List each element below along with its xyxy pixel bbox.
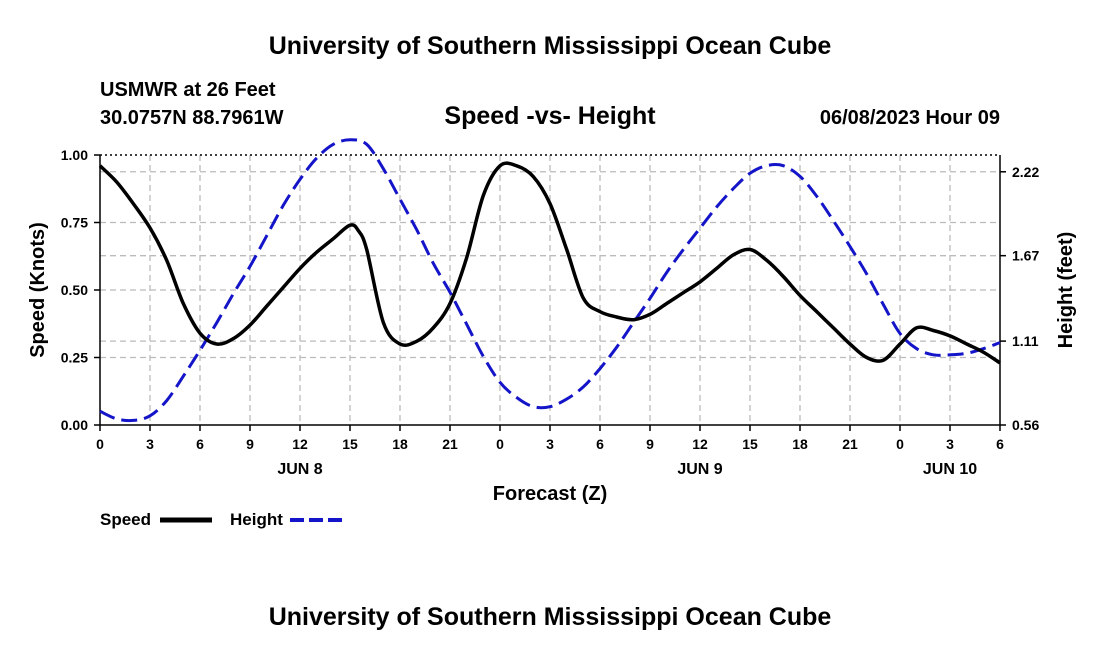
x-tick-label: 0 bbox=[496, 436, 504, 452]
series-group bbox=[98, 138, 1001, 423]
y-left-tick-label: 0.00 bbox=[61, 417, 88, 433]
grid-lines bbox=[100, 155, 1000, 425]
y-left-tick-label: 0.50 bbox=[61, 282, 88, 298]
x-tick-label: 12 bbox=[692, 436, 708, 452]
day-label: JUN 8 bbox=[277, 461, 322, 478]
x-tick-label: 12 bbox=[292, 436, 308, 452]
footer-title: University of Southern Mississippi Ocean… bbox=[269, 603, 832, 631]
y-left-axis-label: Speed (Knots) bbox=[27, 222, 49, 358]
coordinates-label: 30.0757N 88.7961W bbox=[100, 107, 284, 129]
y-left-ticks: 0.00 0.25 0.50 0.75 1.00 bbox=[61, 147, 100, 433]
y-right-tick-label: 0.56 bbox=[1012, 417, 1039, 433]
x-tick-label: 21 bbox=[842, 436, 858, 452]
y-right-tick-label: 1.11 bbox=[1012, 333, 1039, 349]
y-right-axis-label: Height (feet) bbox=[1055, 232, 1077, 349]
height-series-line bbox=[99, 138, 1001, 423]
x-tick-label: 18 bbox=[392, 436, 408, 452]
x-tick-label: 15 bbox=[342, 436, 358, 452]
legend-speed-label: Speed bbox=[100, 510, 151, 529]
station-label: USMWR at 26 Feet bbox=[100, 79, 276, 101]
x-tick-label: 0 bbox=[96, 436, 104, 452]
y-left-tick-label: 1.00 bbox=[61, 147, 88, 163]
y-left-tick-label: 0.75 bbox=[61, 215, 88, 231]
page-title: University of Southern Mississippi Ocean… bbox=[269, 32, 832, 60]
x-tick-label: 3 bbox=[546, 436, 554, 452]
y-right-ticks: 0.56 1.11 1.67 2.22 bbox=[1000, 164, 1039, 433]
x-ticks: 0 3 6 9 12 15 18 21 0 3 6 9 12 15 18 21 0 3 6 JUN 8 JUN 9 JUN… bbox=[96, 425, 1004, 478]
chart-title: Speed -vs- Height bbox=[444, 102, 656, 130]
y-right-tick-label: 2.22 bbox=[1012, 164, 1039, 180]
x-tick-label: 15 bbox=[742, 436, 758, 452]
speed-series-line bbox=[98, 161, 1001, 365]
x-tick-label: 9 bbox=[646, 436, 654, 452]
legend-height-label: Height bbox=[230, 510, 283, 529]
x-tick-label: 6 bbox=[196, 436, 204, 452]
x-axis-label: Forecast (Z) bbox=[493, 483, 607, 505]
day-label: JUN 10 bbox=[923, 461, 977, 478]
x-tick-label: 18 bbox=[792, 436, 808, 452]
x-tick-label: 9 bbox=[246, 436, 254, 452]
day-label: JUN 9 bbox=[677, 461, 722, 478]
x-tick-label: 6 bbox=[596, 436, 604, 452]
y-left-tick-label: 0.25 bbox=[61, 350, 88, 366]
datetime-label: 06/08/2023 Hour 09 bbox=[820, 107, 1000, 129]
y-right-tick-label: 1.67 bbox=[1012, 248, 1039, 264]
x-tick-label: 3 bbox=[946, 436, 954, 452]
x-tick-label: 3 bbox=[146, 436, 154, 452]
x-tick-label: 21 bbox=[442, 436, 458, 452]
x-tick-label: 0 bbox=[896, 436, 904, 452]
x-tick-label: 6 bbox=[996, 436, 1004, 452]
legend: Speed Height bbox=[100, 510, 342, 529]
